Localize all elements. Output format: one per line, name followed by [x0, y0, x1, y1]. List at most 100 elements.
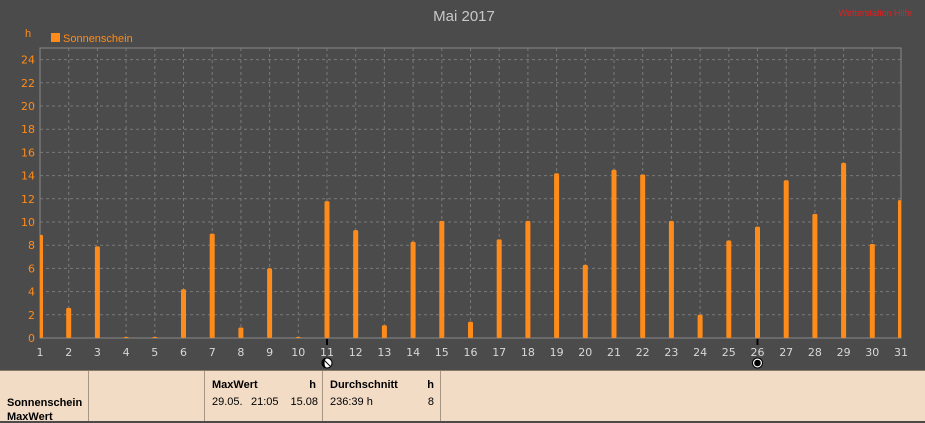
bar-day-21[interactable]	[611, 169, 617, 338]
bar-day-8[interactable]	[238, 327, 244, 338]
x-tick-label: 25	[722, 346, 736, 359]
y-tick-label: 14	[21, 170, 35, 183]
x-tick-label: 27	[779, 346, 793, 359]
bar-day-15[interactable]	[439, 220, 445, 338]
grid-lines	[40, 48, 901, 338]
x-tick-label: 17	[492, 346, 506, 359]
bar-day-13[interactable]	[381, 325, 387, 338]
x-tick-label: 12	[349, 346, 363, 359]
y-tick-label: 16	[21, 146, 35, 159]
x-tick-label: 16	[464, 346, 478, 359]
bar-day-6[interactable]	[181, 289, 186, 338]
y-tick-label: 0	[28, 332, 35, 345]
max-date: 29.05.	[212, 396, 243, 408]
moon-phase-icon	[321, 357, 333, 369]
bar-day-16[interactable]	[468, 321, 473, 338]
statistics-panel: Sonnenschein MaxWert MaxWert h 29.05. 21…	[0, 370, 925, 423]
bar-day-26[interactable]	[755, 226, 760, 338]
x-tick-label: 21	[607, 346, 621, 359]
bar-day-23[interactable]	[668, 220, 674, 338]
x-tick-label: 29	[837, 346, 851, 359]
max-time: 21:05	[251, 396, 279, 408]
x-tick-label: 31	[894, 346, 908, 359]
bar-day-30[interactable]	[869, 244, 875, 338]
x-tick-label: 6	[180, 346, 187, 359]
x-tick-label: 28	[808, 346, 822, 359]
y-tick-label: 24	[21, 54, 35, 67]
bar-day-20[interactable]	[582, 264, 588, 338]
empty-column	[89, 371, 205, 421]
x-tick-label: 22	[636, 346, 650, 359]
y-tick-label: 12	[21, 193, 35, 206]
bar-day-27[interactable]	[783, 180, 789, 338]
bar-day-7[interactable]	[209, 233, 215, 338]
legend-label[interactable]: Sonnenschein	[63, 33, 133, 45]
bar-day-9[interactable]	[267, 268, 273, 338]
x-tick-label: 24	[693, 346, 707, 359]
x-tick-label: 11	[320, 346, 334, 359]
max-header: MaxWert	[212, 379, 258, 391]
bar-day-24[interactable]	[697, 314, 703, 338]
bar-day-22[interactable]	[640, 174, 646, 338]
bar-day-28[interactable]	[812, 213, 818, 338]
x-tick-label: 26	[751, 346, 765, 359]
x-tick-label: 2	[65, 346, 72, 359]
x-tick-label: 30	[865, 346, 879, 359]
x-tick-label: 20	[578, 346, 592, 359]
average-header: Durchschnitt	[330, 379, 398, 391]
y-tick-label: 8	[28, 239, 35, 252]
bar-day-19[interactable]	[554, 173, 560, 338]
bar-day-2[interactable]	[66, 307, 72, 338]
row-labels: Sonnenschein MaxWert	[0, 371, 89, 423]
y-tick-label: 22	[21, 77, 35, 90]
x-tick-label: 3	[94, 346, 101, 359]
x-tick-label: 8	[237, 346, 244, 359]
x-tick-label: 4	[123, 346, 130, 359]
x-tick-label: 10	[291, 346, 305, 359]
x-tick-label: 23	[664, 346, 678, 359]
y-tick-label: 18	[21, 123, 35, 136]
x-axis-ticks: 1 2 3 4 5 6 7 8 9 10 11 12 13 14 15 16 17 18 19 20 21 22 23 24 2…	[37, 346, 909, 359]
bar-day-3[interactable]	[94, 246, 100, 338]
x-tick-label: 9	[266, 346, 273, 359]
average-column: Durchschnitt h 236:39 h 8	[323, 371, 441, 421]
y-tick-label: 20	[21, 100, 35, 113]
x-tick-label: 18	[521, 346, 535, 359]
row-label-max: MaxWert	[7, 411, 53, 423]
y-tick-label: 10	[21, 216, 35, 229]
help-link[interactable]: Wetterstation Hilfe	[839, 8, 912, 18]
average-total: 236:39 h	[330, 396, 373, 408]
bar-day-25[interactable]	[726, 240, 732, 338]
moon-markers	[321, 339, 763, 369]
x-tick-label: 1	[37, 346, 44, 359]
y-tick-label: 2	[28, 309, 35, 322]
bar-day-18[interactable]	[525, 220, 531, 338]
new-moon-icon	[752, 357, 763, 369]
max-value: 15.08	[290, 396, 318, 408]
row-label-sunshine: Sonnenschein	[7, 397, 83, 409]
average-unit: h	[427, 379, 434, 391]
y-axis-label: h	[25, 28, 31, 40]
average-value: 8	[427, 396, 434, 408]
legend-swatch	[51, 33, 60, 42]
bar-day-14[interactable]	[410, 241, 416, 338]
x-tick-label: 13	[377, 346, 391, 359]
y-tick-label: 6	[28, 262, 35, 275]
bar-day-29[interactable]	[841, 162, 847, 338]
x-tick-label: 19	[550, 346, 564, 359]
bar-day-4[interactable]	[123, 337, 129, 338]
bar-day-5[interactable]	[152, 337, 158, 338]
bar-day-1[interactable]	[40, 234, 43, 338]
bar-day-31[interactable]	[898, 199, 901, 338]
bar-day-12[interactable]	[353, 230, 359, 338]
sunshine-chart: Mai 2017 Wetterstation Hilfe h Sonnensch…	[21, 8, 912, 369]
bar-day-17[interactable]	[496, 239, 502, 338]
bar-day-10[interactable]	[295, 337, 301, 338]
bars	[40, 162, 901, 338]
x-tick-label: 14	[406, 346, 420, 359]
x-tick-label: 15	[435, 346, 449, 359]
x-tick-label: 7	[209, 346, 216, 359]
max-column: MaxWert h 29.05. 21:05 15.08	[205, 371, 323, 421]
bar-day-11[interactable]	[324, 201, 330, 338]
